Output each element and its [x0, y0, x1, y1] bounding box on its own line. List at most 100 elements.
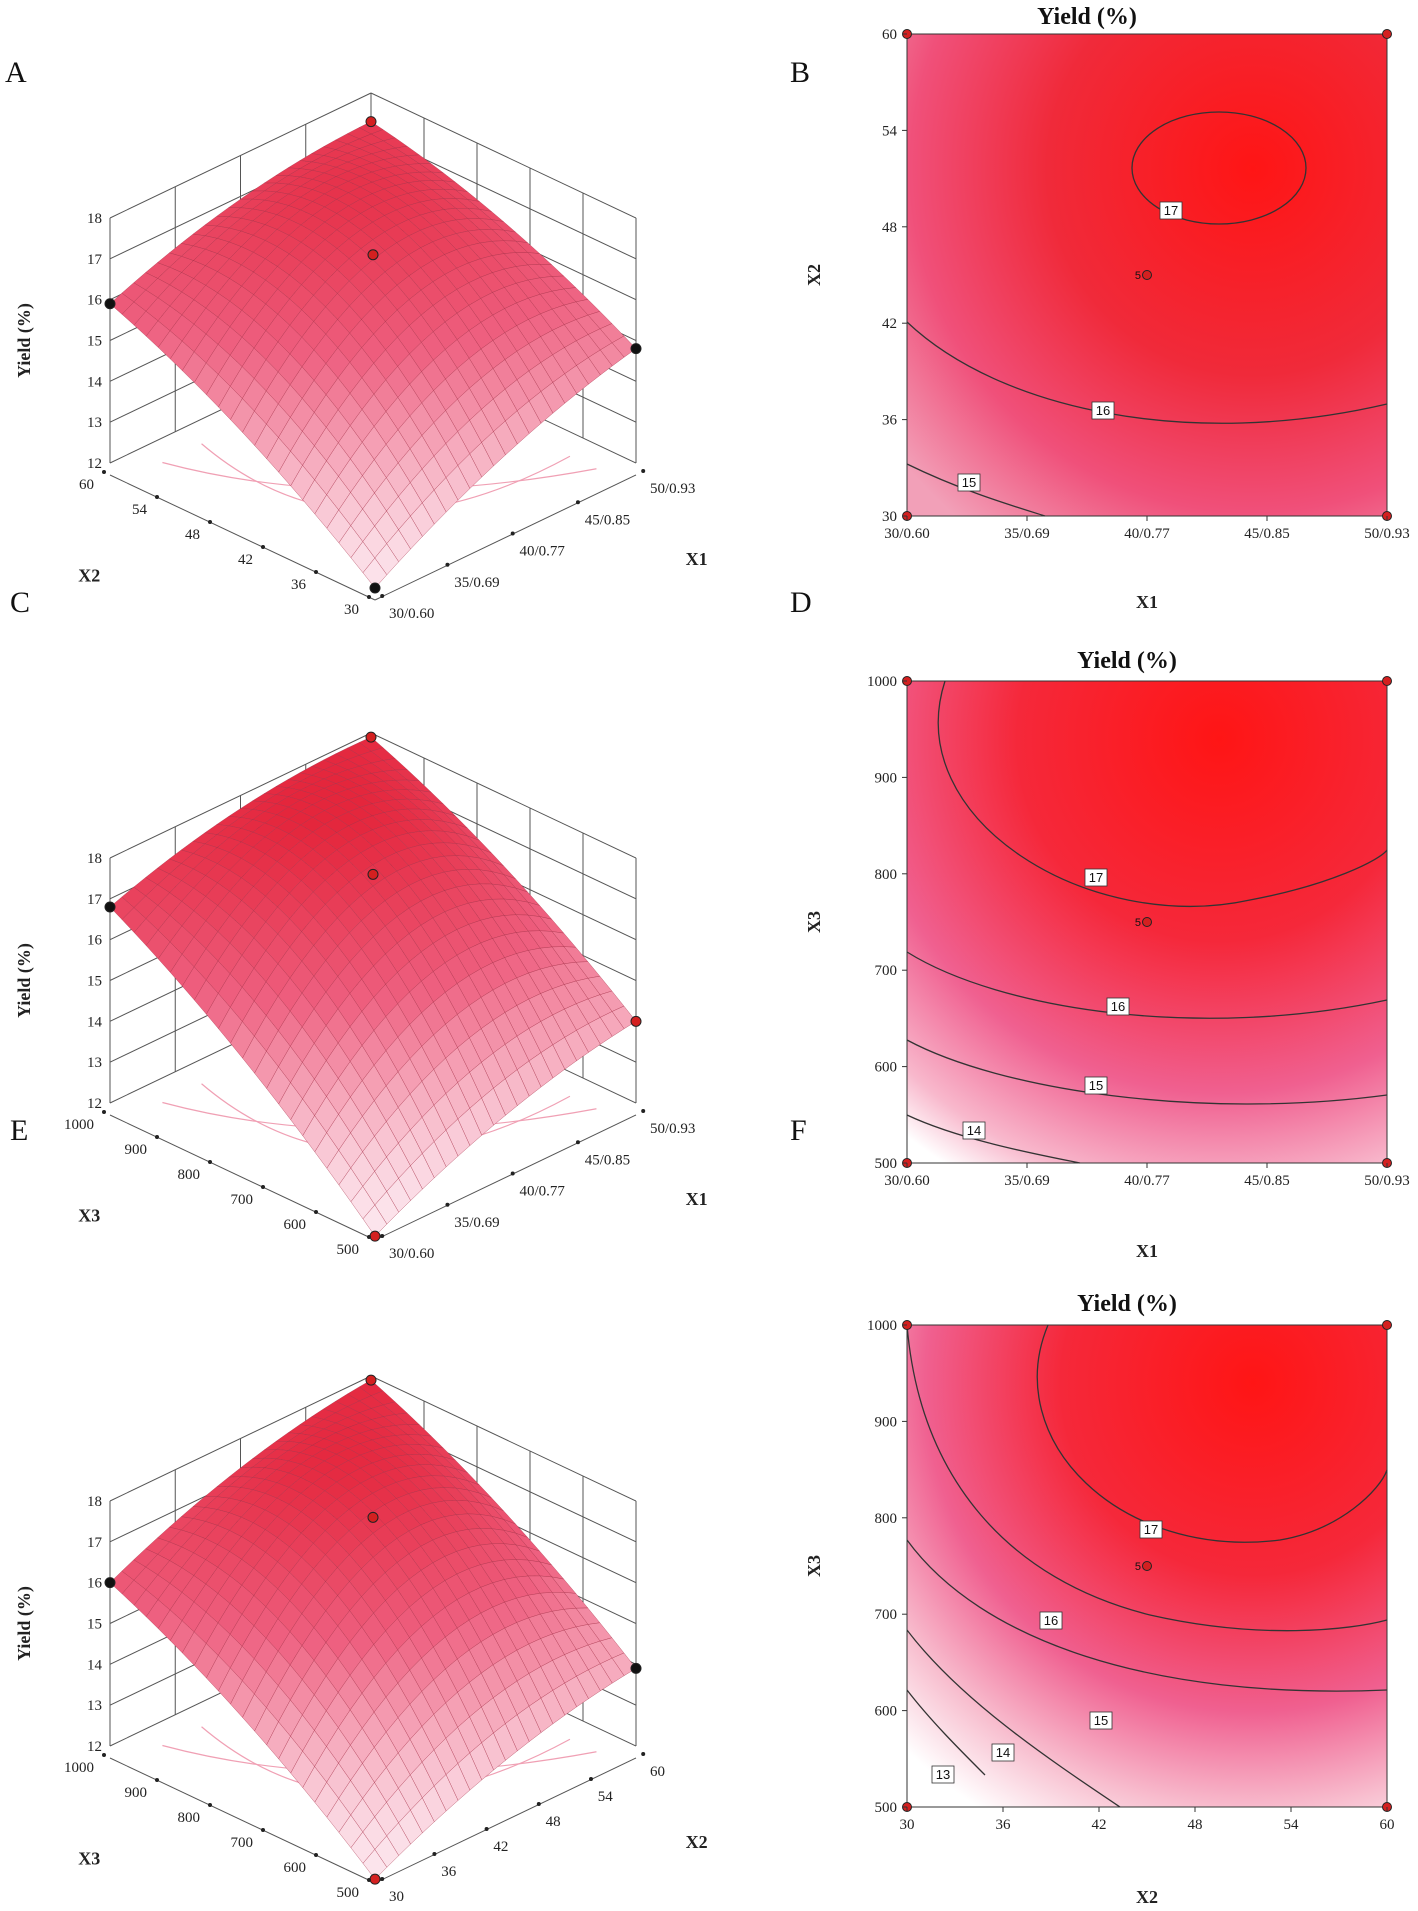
- y-tick-label: 36: [291, 577, 307, 593]
- y-tick-label: 54: [132, 502, 148, 518]
- contour-label-17-b: 17: [1159, 201, 1183, 220]
- contour-plot-f: Yield (%) 17 16 15 14 13 5: [804, 1291, 1395, 1907]
- x-tick-label: 30/0.60: [884, 1173, 929, 1189]
- z-tick-label: 17: [87, 1535, 103, 1551]
- z-tick-label: 16: [87, 293, 103, 309]
- z-tick-label: 15: [87, 334, 102, 350]
- x-tick-label: 50/0.93: [1364, 1173, 1409, 1189]
- x-tick-label: 36: [441, 1864, 457, 1880]
- svg-text:17: 17: [1144, 1522, 1158, 1537]
- z-tick-label: 13: [87, 1698, 102, 1714]
- surface-plot-a: 12 13 14 15 16 17 18 Yield (%) 30/0.60 35/0.69 40/…: [14, 92, 708, 622]
- contour-title-b: Yield (%): [1037, 4, 1137, 30]
- x-tick-label: 45/0.85: [585, 512, 630, 528]
- y-tick-label: 36: [882, 413, 898, 429]
- contour-line-17-f: [1036, 1324, 1388, 1543]
- contour-line-14-d: [906, 1114, 1081, 1164]
- svg-text:16: 16: [1044, 1613, 1058, 1628]
- x-tick-label: 40/0.77: [1124, 1173, 1170, 1189]
- x-tick-label: 60: [650, 1764, 665, 1780]
- y-tick-label: 42: [238, 552, 253, 568]
- panel-letter-f: F: [790, 1114, 807, 1147]
- z-tick-labels: 12 13 14 15 16 17 18: [87, 1494, 103, 1755]
- x-tick-label: 35/0.69: [454, 1215, 499, 1231]
- y-tick-label: 900: [125, 1142, 148, 1158]
- y-tick-label: 30: [882, 509, 897, 525]
- contour-label-14-f: 14: [991, 1743, 1015, 1762]
- svg-text:14: 14: [967, 1123, 981, 1138]
- z-tick-label: 12: [87, 1739, 102, 1755]
- svg-text:15: 15: [1089, 1078, 1103, 1093]
- center-label-b: 5: [1135, 270, 1141, 282]
- y-axis-title-b: X2: [804, 264, 824, 286]
- y-tick-label: 1000: [867, 1318, 897, 1334]
- y-tick-label: 60: [882, 27, 897, 43]
- center-label-f: 5: [1135, 1561, 1141, 1573]
- y-axis-title-d: X3: [804, 911, 824, 933]
- y-tick-label: 500: [875, 1156, 898, 1172]
- y-tick-label: 900: [125, 1785, 148, 1801]
- contour-title-d: Yield (%): [1077, 648, 1177, 674]
- y-tick-label: 800: [875, 1511, 898, 1527]
- contour-line-13-f: [906, 1689, 986, 1776]
- z-tick-label: 13: [87, 415, 102, 431]
- contour-line-16-f: [906, 1324, 1388, 1632]
- x-tick-labels: 30/0.60 35/0.69 40/0.77 45/0.85 50/0.93: [380, 1109, 695, 1262]
- y-tick-label: 600: [875, 1704, 898, 1720]
- x-tick-label: 48: [1188, 1817, 1203, 1833]
- y-tick-label: 500: [875, 1800, 898, 1816]
- y-tick-label: 48: [882, 220, 897, 236]
- z-tick-label: 17: [87, 892, 103, 908]
- z-tick-label: 14: [87, 1657, 103, 1673]
- y-axis-title: X2: [78, 565, 100, 585]
- y-tick-label: 800: [178, 1810, 201, 1826]
- contour-ticks-b: 30/0.60 35/0.69 40/0.77 45/0.85 50/0.93 30 36 4…: [882, 27, 1410, 542]
- x-tick-label: 45/0.85: [585, 1152, 630, 1168]
- z-tick-label: 18: [87, 1494, 102, 1510]
- x-tick-label: 35/0.69: [1004, 526, 1049, 542]
- x-tick-label: 35/0.69: [454, 575, 499, 591]
- z-axis-title: Yield (%): [14, 943, 35, 1018]
- x-tick-label: 36: [996, 1817, 1012, 1833]
- y-tick-labels: 30 36 42 48 54 60: [79, 470, 371, 618]
- y-tick-label: 500: [337, 1885, 360, 1901]
- y-tick-label: 700: [875, 963, 898, 979]
- y-tick-label: 800: [875, 867, 898, 883]
- svg-text:16: 16: [1111, 999, 1125, 1014]
- contour-label-17-d: 17: [1084, 868, 1108, 887]
- response-surface: [109, 121, 637, 589]
- panel-letter-e: E: [10, 1114, 28, 1147]
- y-tick-label: 60: [79, 477, 94, 493]
- x-tick-label: 50/0.93: [1364, 526, 1409, 542]
- y-tick-label: 900: [875, 1414, 898, 1430]
- x-tick-label: 40/0.77: [520, 1184, 566, 1200]
- y-tick-label: 48: [185, 527, 200, 543]
- z-tick-label: 15: [87, 974, 102, 990]
- panel-letter-c: C: [10, 586, 30, 619]
- z-tick-label: 16: [87, 933, 103, 949]
- x-axis-title: X2: [686, 1832, 708, 1852]
- y-tick-label: 800: [178, 1167, 201, 1183]
- z-axis-title: Yield (%): [14, 1586, 35, 1661]
- contour-ticks-d: 30/0.60 35/0.69 40/0.77 45/0.85 50/0.93 500 60…: [867, 674, 1410, 1189]
- x-tick-label: 48: [546, 1814, 561, 1830]
- design-points: [104, 1374, 642, 1885]
- contour-line-15-f: [906, 1539, 1388, 1692]
- panel-letter-b: B: [790, 56, 810, 89]
- x-tick-label: 40/0.77: [520, 544, 566, 560]
- contour-line-17-b: [1131, 111, 1307, 225]
- y-tick-label: 30: [344, 602, 359, 618]
- design-points: [104, 731, 642, 1242]
- y-tick-label: 1000: [64, 1117, 94, 1133]
- z-tick-label: 18: [87, 851, 102, 867]
- surface-plot-e: 12 13 14 15 16 17 18 Yield (%) 30 36 42 48 54 60 X2 500…: [14, 1374, 708, 1905]
- contour-ticks-f: 30 36 42 48 54 60 500 600 700 800 900 1000: [867, 1318, 1395, 1833]
- svg-text:15: 15: [1094, 1713, 1108, 1728]
- x-tick-label: 30/0.60: [884, 526, 929, 542]
- contour-label-16-b: 16: [1091, 401, 1115, 420]
- y-tick-label: 500: [337, 1242, 360, 1258]
- x-tick-label: 45/0.85: [1244, 1173, 1289, 1189]
- contour-label-17-f: 17: [1139, 1520, 1163, 1539]
- contour-label-14-d: 14: [962, 1121, 986, 1140]
